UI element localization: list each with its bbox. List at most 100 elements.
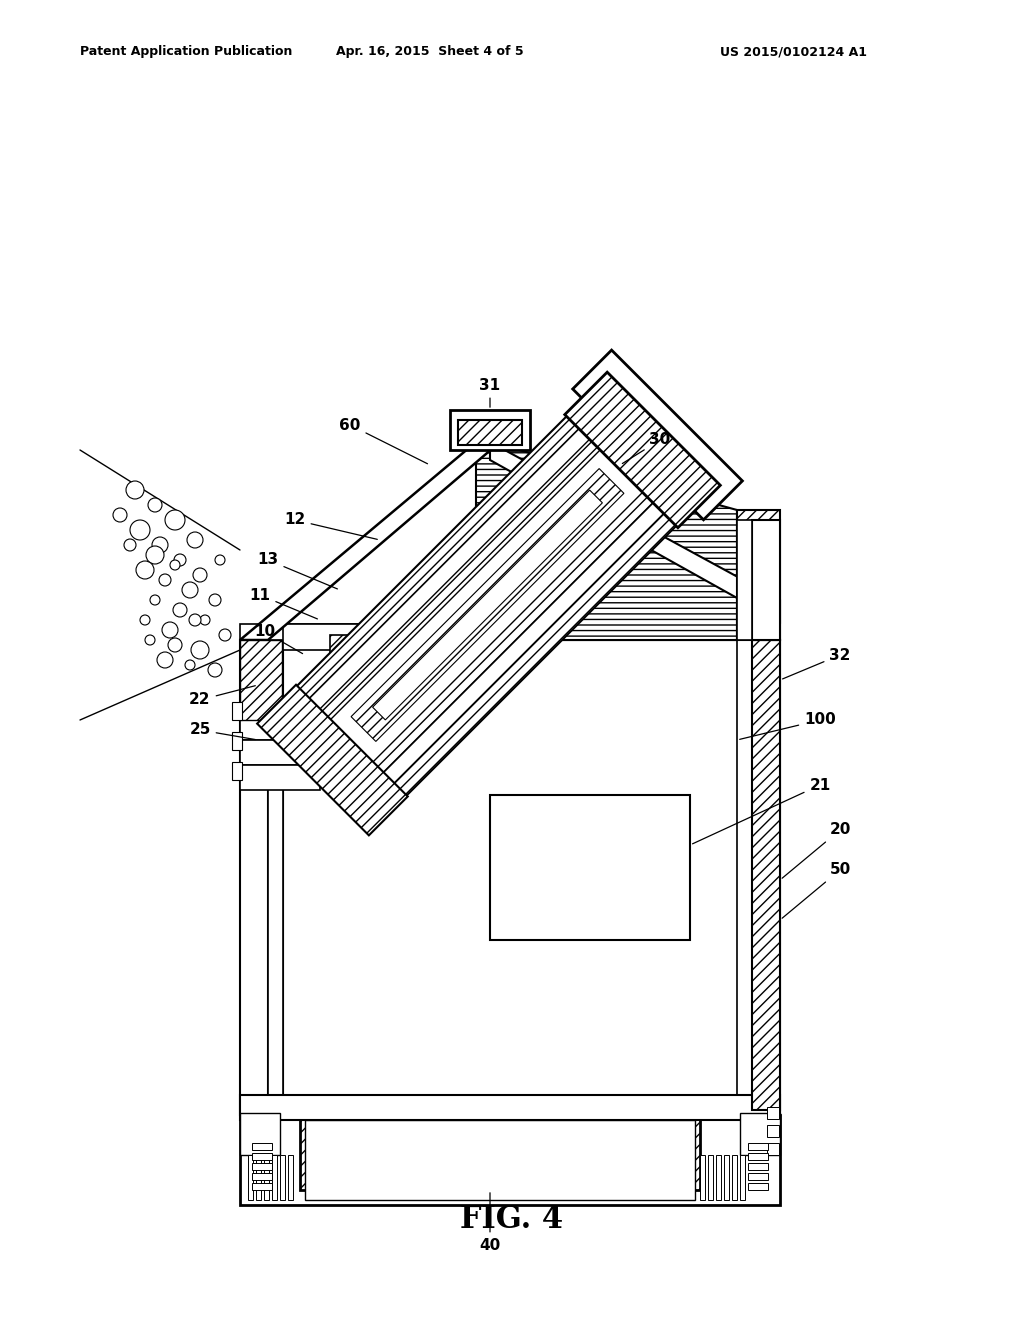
Bar	[737, 520, 752, 640]
Polygon shape	[240, 442, 500, 640]
Bar	[240, 718, 295, 741]
Text: 32: 32	[782, 648, 851, 678]
Bar	[232, 733, 242, 750]
Circle shape	[162, 622, 178, 638]
Text: 22: 22	[189, 685, 255, 708]
Polygon shape	[330, 447, 645, 763]
Text: 100: 100	[739, 713, 836, 739]
Circle shape	[124, 539, 136, 550]
Bar	[752, 520, 780, 640]
Polygon shape	[351, 469, 624, 742]
Bar	[330, 635, 375, 660]
Circle shape	[150, 595, 160, 605]
Bar	[700, 1155, 705, 1200]
Polygon shape	[565, 372, 720, 528]
Circle shape	[185, 660, 195, 671]
Bar	[240, 640, 282, 719]
Circle shape	[165, 510, 185, 531]
Bar	[737, 640, 752, 1110]
Bar	[240, 640, 268, 1115]
Bar	[748, 1183, 768, 1191]
Bar	[252, 1173, 272, 1180]
Circle shape	[136, 561, 154, 579]
Circle shape	[187, 532, 203, 548]
Bar	[724, 1155, 729, 1200]
Bar	[252, 1143, 272, 1150]
Circle shape	[193, 568, 207, 582]
Bar	[272, 1155, 278, 1200]
Bar	[767, 1107, 779, 1119]
Circle shape	[157, 652, 173, 668]
Text: 13: 13	[257, 553, 338, 589]
Circle shape	[173, 603, 187, 616]
Circle shape	[168, 638, 182, 652]
Bar	[767, 1143, 779, 1155]
Text: Patent Application Publication: Patent Application Publication	[80, 45, 293, 58]
Circle shape	[130, 520, 150, 540]
Bar	[232, 702, 242, 719]
Bar	[288, 1155, 293, 1200]
Bar	[283, 640, 737, 1110]
Polygon shape	[490, 442, 780, 622]
Bar	[252, 1163, 272, 1170]
Bar	[740, 1155, 745, 1200]
Text: 25: 25	[189, 722, 255, 739]
Circle shape	[148, 498, 162, 512]
Polygon shape	[572, 350, 742, 520]
Bar	[740, 1113, 780, 1155]
Circle shape	[200, 615, 210, 624]
Bar	[240, 624, 360, 642]
Circle shape	[208, 663, 222, 677]
Bar	[732, 1155, 737, 1200]
Circle shape	[140, 615, 150, 624]
Bar	[305, 1119, 695, 1200]
Circle shape	[182, 582, 198, 598]
Text: 31: 31	[479, 378, 501, 408]
Bar	[752, 640, 780, 1110]
Bar	[716, 1155, 721, 1200]
Bar	[268, 640, 283, 1110]
Circle shape	[126, 480, 144, 499]
Polygon shape	[308, 426, 667, 784]
Circle shape	[152, 537, 168, 553]
Circle shape	[209, 594, 221, 606]
Text: 21: 21	[692, 777, 830, 843]
Circle shape	[146, 546, 164, 564]
Polygon shape	[257, 685, 408, 836]
Bar	[748, 1173, 768, 1180]
Bar	[240, 766, 319, 789]
Polygon shape	[450, 411, 530, 450]
Text: 40: 40	[479, 1193, 501, 1253]
Bar	[708, 1155, 713, 1200]
Bar	[240, 640, 282, 719]
Text: US 2015/0102124 A1: US 2015/0102124 A1	[720, 45, 867, 58]
Text: 12: 12	[285, 512, 377, 540]
Text: 20: 20	[782, 822, 851, 878]
Bar	[240, 1096, 780, 1119]
Polygon shape	[737, 510, 780, 640]
Bar	[748, 1143, 768, 1150]
Text: 60: 60	[339, 417, 427, 463]
Bar	[248, 1155, 253, 1200]
Polygon shape	[373, 490, 602, 719]
Bar	[280, 1155, 285, 1200]
Polygon shape	[752, 640, 780, 1115]
Circle shape	[215, 554, 225, 565]
Bar	[748, 1152, 768, 1160]
Polygon shape	[262, 380, 713, 830]
Circle shape	[191, 642, 209, 659]
Polygon shape	[458, 420, 522, 445]
Circle shape	[170, 560, 180, 570]
Bar	[490, 795, 690, 940]
Circle shape	[113, 508, 127, 521]
Bar	[252, 1152, 272, 1160]
Text: Apr. 16, 2015  Sheet 4 of 5: Apr. 16, 2015 Sheet 4 of 5	[336, 45, 524, 58]
Circle shape	[159, 574, 171, 586]
Bar	[240, 1113, 280, 1155]
Bar	[240, 1115, 780, 1205]
Bar	[300, 1115, 700, 1191]
Circle shape	[219, 630, 231, 642]
Bar	[232, 762, 242, 780]
Circle shape	[174, 554, 186, 566]
Polygon shape	[476, 442, 737, 640]
